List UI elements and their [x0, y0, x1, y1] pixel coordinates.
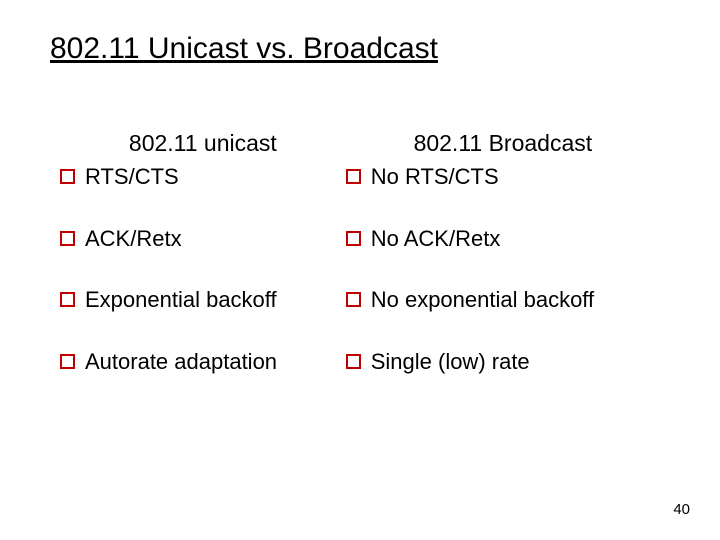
bullet-icon	[60, 292, 75, 307]
bullet-text: No RTS/CTS	[371, 163, 499, 191]
bullet-icon	[346, 354, 361, 369]
bullet-text: ACK/Retx	[85, 225, 182, 253]
bullet-text: Autorate adaptation	[85, 348, 277, 376]
bullet-icon	[346, 231, 361, 246]
list-item: No ACK/Retx	[346, 225, 660, 253]
right-column: 802.11 Broadcast No RTS/CTS No ACK/Retx …	[346, 130, 660, 409]
bullet-icon	[60, 169, 75, 184]
right-column-header: 802.11 Broadcast	[346, 130, 660, 157]
list-item: No RTS/CTS	[346, 163, 660, 191]
bullet-icon	[60, 354, 75, 369]
left-column: 802.11 unicast RTS/CTS ACK/Retx Exponent…	[60, 130, 346, 409]
bullet-text: RTS/CTS	[85, 163, 179, 191]
list-item: RTS/CTS	[60, 163, 346, 191]
slide: 802.11 Unicast vs. Broadcast 802.11 unic…	[0, 0, 720, 540]
columns: 802.11 unicast RTS/CTS ACK/Retx Exponent…	[60, 130, 660, 409]
bullet-text: No ACK/Retx	[371, 225, 501, 253]
list-item: Exponential backoff	[60, 286, 346, 314]
list-item: Autorate adaptation	[60, 348, 346, 376]
list-item: Single (low) rate	[346, 348, 660, 376]
bullet-text: Exponential backoff	[85, 286, 277, 314]
bullet-icon	[346, 292, 361, 307]
page-number: 40	[673, 501, 690, 518]
slide-title: 802.11 Unicast vs. Broadcast	[50, 32, 438, 66]
list-item: ACK/Retx	[60, 225, 346, 253]
list-item: No exponential backoff	[346, 286, 660, 314]
bullet-text: No exponential backoff	[371, 286, 594, 314]
left-column-header: 802.11 unicast	[60, 130, 346, 157]
bullet-icon	[60, 231, 75, 246]
bullet-text: Single (low) rate	[371, 348, 530, 376]
bullet-icon	[346, 169, 361, 184]
